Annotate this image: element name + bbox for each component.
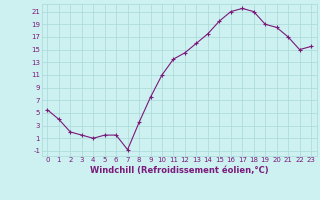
X-axis label: Windchill (Refroidissement éolien,°C): Windchill (Refroidissement éolien,°C) xyxy=(90,166,268,175)
